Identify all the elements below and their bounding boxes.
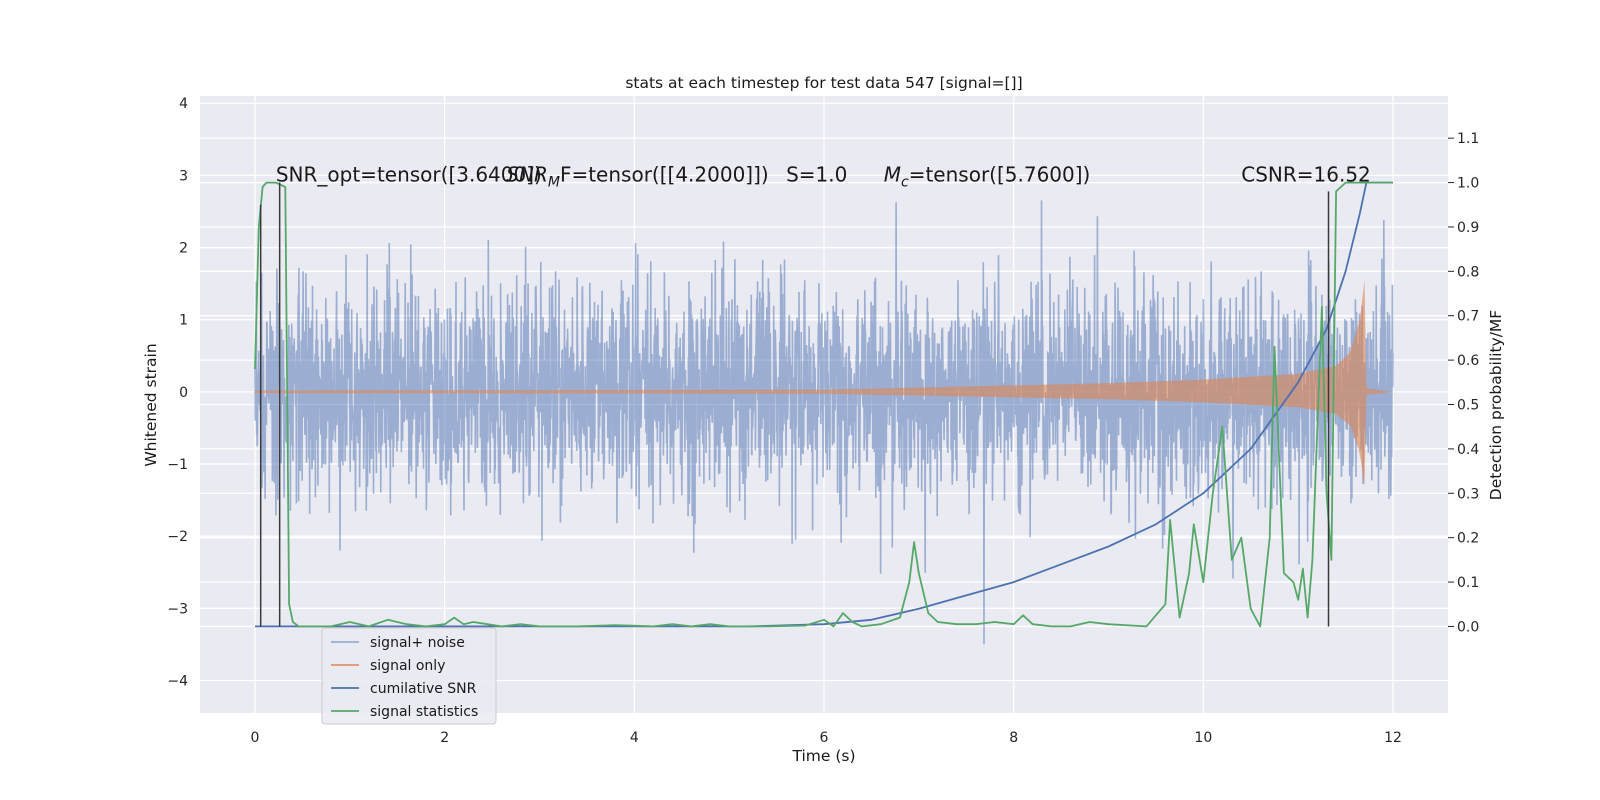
annotation-main: S=1.0 xyxy=(786,163,847,187)
x-tick-label: 2 xyxy=(440,730,449,746)
y-right-tick-label: 0.7 xyxy=(1457,309,1479,325)
annotation-main: SNR_opt=tensor([3.6400]) xyxy=(276,163,542,187)
chart-traces xyxy=(254,181,1394,645)
y-right-tick-label: 0.0 xyxy=(1457,619,1479,635)
x-tick-label: 8 xyxy=(1009,730,1018,746)
y-left-tick-label: −2 xyxy=(167,529,188,545)
y-right-tick-label: 1.1 xyxy=(1457,131,1479,147)
legend-frame xyxy=(321,627,497,725)
y-axis-label-left: Whitened strain xyxy=(142,343,160,466)
y-left-tick-label: 4 xyxy=(179,96,188,112)
annotation-main: CSNR=16.52 xyxy=(1241,163,1371,187)
annotation-text: SNRMF=tensor([[4.2000]]) xyxy=(506,163,768,191)
y-right-tick-label: 0.5 xyxy=(1457,398,1479,414)
legend-label: signal+ noise xyxy=(370,635,465,651)
y-right-tick-label: 0.6 xyxy=(1457,353,1479,369)
annotation-text: SNR_opt=tensor([3.6400]) xyxy=(276,163,542,187)
annotation-text: Mc=tensor([5.7600]) xyxy=(884,163,1091,191)
y-right-tick-label: 0.9 xyxy=(1457,220,1479,236)
y-right-tick-label: 0.4 xyxy=(1457,442,1479,458)
annotation-text: S=1.0 xyxy=(786,163,847,187)
annotation-text: CSNR=16.52 xyxy=(1241,163,1371,187)
annotation-subscript: c xyxy=(901,175,909,191)
y-left-tick-label: 2 xyxy=(179,241,188,257)
annotations: SNR_opt=tensor([3.6400])SNRMF=tensor([[4… xyxy=(276,163,1371,191)
x-axis-label: Time (s) xyxy=(791,747,855,765)
cumulative-snr-line xyxy=(255,181,1393,628)
y-left-tick-label: 0 xyxy=(179,385,188,401)
annotation-subscript: M xyxy=(548,175,560,191)
y-right-tick-label: 0.1 xyxy=(1457,575,1479,591)
legend-label: cumilative SNR xyxy=(370,681,477,697)
axis-ticks: 0 2 4 6 8 10 12−4−3−2−1012340.00.10.20.30.40.5… xyxy=(167,96,1479,746)
y-right-tick-label: 1.0 xyxy=(1457,176,1479,192)
y-left-tick-label: −4 xyxy=(167,674,188,690)
x-tick-label: 12 xyxy=(1384,730,1402,746)
chart-title: stats at each timestep for test data 547… xyxy=(625,74,1022,92)
y-left-tick-label: 3 xyxy=(179,168,188,184)
legend: signal+ noise signal only cumilative SNR si… xyxy=(321,627,497,725)
x-tick-label: 10 xyxy=(1194,730,1212,746)
annotation-suffix: =tensor([5.7600]) xyxy=(909,163,1091,187)
annotation-main: SNR xyxy=(506,163,548,187)
signal-plus-noise-trace xyxy=(254,200,1394,645)
legend-label: signal statistics xyxy=(370,704,478,720)
y-right-tick-label: 0.2 xyxy=(1457,531,1479,547)
y-left-tick-label: −3 xyxy=(167,601,188,617)
annotation-main: M xyxy=(884,163,901,187)
y-right-tick-label: 0.8 xyxy=(1457,264,1479,280)
legend-label: signal only xyxy=(370,658,445,674)
y-left-tick-label: −1 xyxy=(167,457,188,473)
y-left-tick-label: 1 xyxy=(179,313,188,329)
x-tick-label: 0 xyxy=(251,730,260,746)
vertical-markers xyxy=(259,182,1330,627)
y-axis-label-right: Detection probability/MF xyxy=(1487,310,1505,501)
y-right-tick-label: 0.3 xyxy=(1457,486,1479,502)
signal-statistics-line xyxy=(254,181,1393,628)
signal-only-trace xyxy=(255,280,1393,487)
x-tick-label: 6 xyxy=(820,730,829,746)
x-tick-label: 4 xyxy=(630,730,639,746)
annotation-suffix: F=tensor([[4.2000]]) xyxy=(560,163,769,187)
